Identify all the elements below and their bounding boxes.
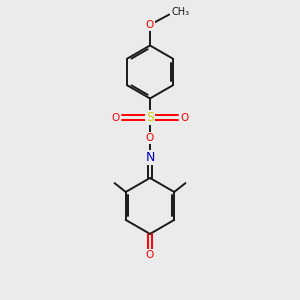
- Text: CH₃: CH₃: [171, 7, 189, 17]
- Text: O: O: [146, 133, 154, 143]
- Text: S: S: [146, 111, 154, 124]
- Text: O: O: [146, 250, 154, 260]
- Text: O: O: [146, 20, 154, 30]
- Text: O: O: [111, 112, 120, 123]
- Text: O: O: [180, 112, 189, 123]
- Text: N: N: [145, 151, 155, 164]
